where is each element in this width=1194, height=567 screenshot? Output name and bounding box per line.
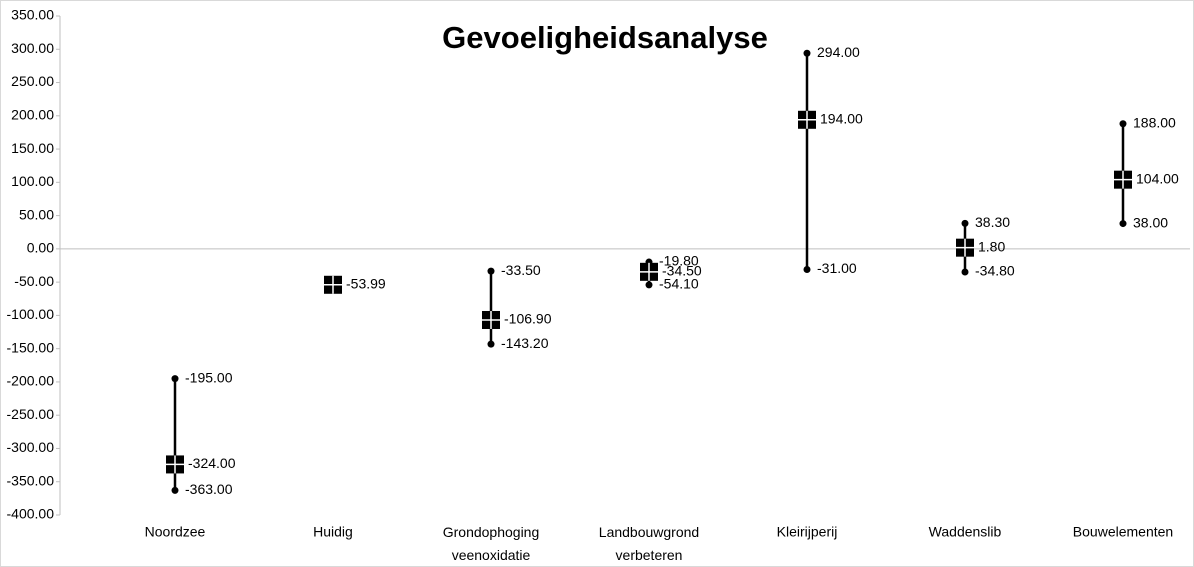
y-tick-label: 50.00 [19, 206, 54, 222]
y-tick-label: 150.00 [11, 140, 54, 156]
low-label: -143.20 [501, 335, 549, 351]
value-label: -53.99 [346, 275, 386, 291]
y-tick-label: -100.00 [7, 306, 55, 322]
low-label: 38.00 [1133, 214, 1168, 230]
low-marker [803, 265, 811, 273]
low-marker [645, 281, 653, 289]
high-marker [1119, 120, 1127, 128]
low-marker [171, 486, 179, 494]
high-label: 38.30 [975, 214, 1010, 230]
x-tick-label: Huidig [313, 524, 353, 540]
high-label: 188.00 [1133, 114, 1176, 130]
x-tick-label: Waddenslib [929, 524, 1002, 540]
high-marker [487, 267, 495, 275]
y-tick-label: 350.00 [11, 7, 54, 23]
y-tick-label: -200.00 [7, 373, 55, 389]
high-label: -195.00 [185, 369, 233, 385]
y-tick-label: -50.00 [14, 273, 54, 289]
y-tick-label: 300.00 [11, 40, 54, 56]
low-label: -31.00 [817, 260, 857, 276]
value-label: 1.80 [978, 238, 1005, 254]
y-tick-label: -250.00 [7, 406, 55, 422]
y-tick-label: -350.00 [7, 472, 55, 488]
chart-title: Gevoeligheidsanalyse [442, 20, 768, 55]
y-tick-label: 250.00 [11, 73, 54, 89]
high-marker [961, 219, 969, 227]
high-marker [171, 375, 179, 383]
y-tick-label: 0.00 [27, 240, 54, 256]
low-label: -363.00 [185, 481, 233, 497]
low-marker [487, 340, 495, 348]
value-label: -324.00 [188, 455, 236, 471]
value-label: 194.00 [820, 110, 863, 126]
x-tick-label: Grondophoging veenoxidatie [443, 524, 540, 563]
y-tick-label: 100.00 [11, 173, 54, 189]
low-label: -34.80 [975, 263, 1015, 279]
high-marker [803, 49, 811, 57]
y-tick-label: -400.00 [7, 506, 55, 522]
x-tick-label: Landbouwgrond verbeteren [599, 524, 699, 563]
x-tick-label: Noordzee [145, 524, 206, 540]
y-tick-label: -150.00 [7, 339, 55, 355]
x-tick-label: Kleirijperij [777, 524, 838, 540]
low-label: -54.10 [659, 276, 699, 292]
value-label: -106.90 [504, 311, 552, 327]
value-label: -34.50 [662, 263, 702, 279]
low-marker [961, 268, 969, 276]
high-label: -19.80 [659, 253, 699, 269]
y-tick-label: -300.00 [7, 439, 55, 455]
value-label: 104.00 [1136, 170, 1179, 186]
x-tick-label: Bouwelementen [1073, 524, 1173, 540]
high-label: -33.50 [501, 262, 541, 278]
high-label: 294.00 [817, 44, 860, 60]
low-marker [1119, 220, 1127, 228]
y-tick-label: 200.00 [11, 107, 54, 123]
